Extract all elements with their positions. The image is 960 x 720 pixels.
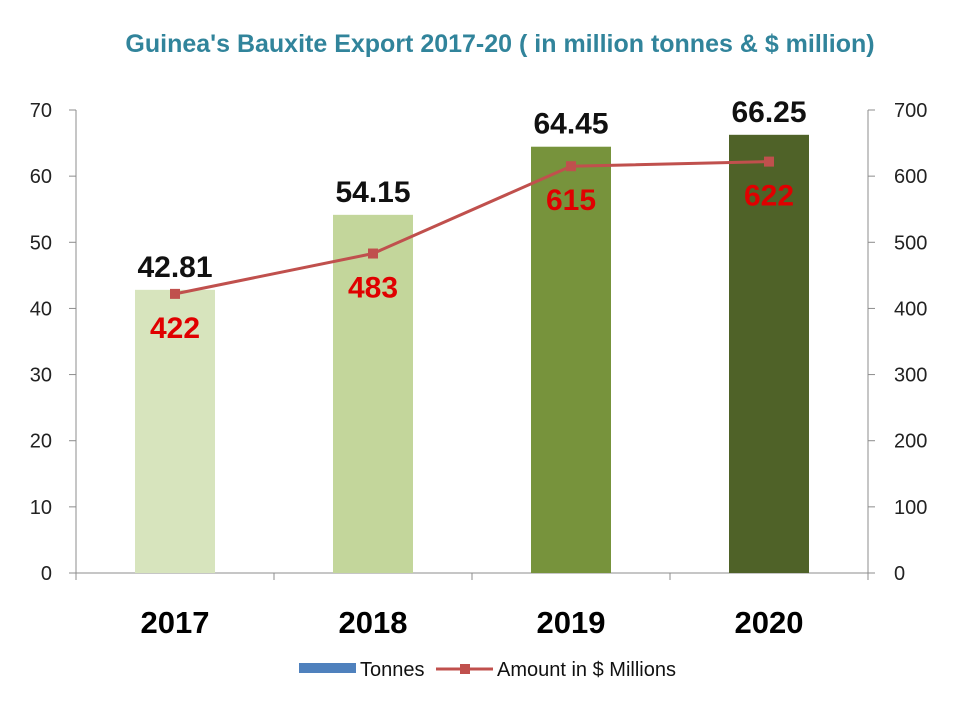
bar-tonnes bbox=[531, 146, 611, 573]
bar-tonnes bbox=[729, 134, 809, 573]
right-axis-tick-label: 500 bbox=[894, 232, 927, 254]
left-axis-tick-label: 20 bbox=[30, 431, 52, 453]
legend: Tonnes Amount in $ Millions bbox=[299, 659, 676, 681]
left-axis-tick-label: 0 bbox=[41, 563, 52, 585]
bar-data-label: 54.15 bbox=[335, 176, 410, 209]
right-axis-tick-label: 200 bbox=[894, 431, 927, 453]
line-data-label: 422 bbox=[150, 312, 200, 345]
bar-data-label: 64.45 bbox=[533, 108, 608, 141]
bar-data-label: 42.81 bbox=[137, 251, 212, 284]
left-axis-tick-label: 60 bbox=[30, 166, 52, 188]
line-amount bbox=[174, 160, 770, 296]
right-axis-tick-label: 700 bbox=[894, 100, 927, 122]
line-series bbox=[170, 156, 774, 299]
right-axis-tick-label: 400 bbox=[894, 298, 927, 320]
bar-tonnes bbox=[135, 289, 215, 573]
right-axis-tick-label: 0 bbox=[894, 563, 905, 585]
legend-label-amount: Amount in $ Millions bbox=[497, 659, 676, 681]
legend-label-tonnes: Tonnes bbox=[360, 659, 425, 681]
line-data-label: 622 bbox=[744, 180, 794, 213]
left-axis-tick-label: 40 bbox=[30, 298, 52, 320]
right-axis-tick-label: 600 bbox=[894, 166, 927, 188]
right-axis-tick-label: 100 bbox=[894, 497, 927, 519]
data-labels: 42.81 54.15 64.45 66.25 422 483 615 622 bbox=[137, 96, 806, 345]
bars bbox=[135, 134, 809, 573]
legend-swatch-tonnes bbox=[299, 663, 356, 673]
axes: 0102030405060700100200300400500600700201… bbox=[30, 100, 928, 640]
left-axis-tick-label: 30 bbox=[30, 365, 52, 387]
left-axis-tick-label: 50 bbox=[30, 232, 52, 254]
line-marker bbox=[170, 288, 180, 299]
legend-swatch-marker bbox=[460, 664, 470, 674]
bar-data-label: 66.25 bbox=[731, 96, 806, 129]
bar-tonnes bbox=[333, 214, 413, 573]
line-marker bbox=[566, 161, 576, 172]
line-marker bbox=[764, 156, 774, 167]
line-marker bbox=[368, 248, 378, 259]
chart-title: Guinea's Bauxite Export 2017-20 ( in mil… bbox=[125, 30, 874, 58]
x-axis-category-label: 2020 bbox=[735, 605, 804, 640]
line-data-label: 615 bbox=[546, 184, 596, 217]
x-axis-category-label: 2017 bbox=[141, 605, 210, 640]
line-data-label: 483 bbox=[348, 272, 398, 305]
x-axis-category-label: 2019 bbox=[537, 605, 606, 640]
left-axis-tick-label: 10 bbox=[30, 497, 52, 519]
x-axis-category-label: 2018 bbox=[339, 605, 408, 640]
left-axis-tick-label: 70 bbox=[30, 100, 52, 122]
right-axis-tick-label: 300 bbox=[894, 365, 927, 387]
